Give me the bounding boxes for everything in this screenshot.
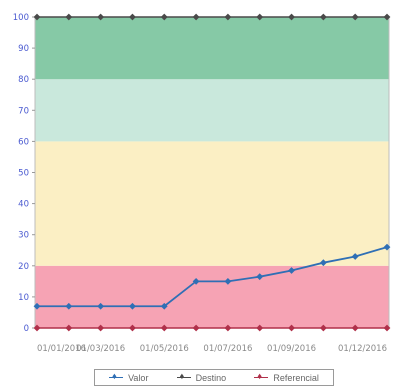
data-point bbox=[160, 13, 168, 21]
data-point bbox=[256, 324, 264, 332]
data-point bbox=[288, 324, 295, 332]
x-tick-label: 01/12/2016 bbox=[338, 344, 387, 354]
band-3 bbox=[35, 17, 389, 80]
legend-swatch-valor bbox=[109, 371, 124, 381]
legend-item-valor: Valor bbox=[109, 371, 149, 383]
legend-label-valor: Valor bbox=[128, 372, 149, 383]
data-point bbox=[383, 324, 391, 332]
data-point bbox=[319, 13, 327, 21]
data-point bbox=[319, 324, 327, 332]
data-point bbox=[224, 13, 232, 21]
legend-swatch-referencial bbox=[254, 371, 269, 381]
y-axis: 0 10 20 30 40 50 60 70 80 90 100 bbox=[13, 13, 35, 334]
data-point bbox=[65, 302, 73, 310]
band-2 bbox=[35, 79, 389, 142]
data-point bbox=[319, 259, 327, 267]
data-point bbox=[97, 302, 105, 310]
series-line-valor bbox=[37, 246, 388, 308]
legend-item-referencial: Referencial bbox=[254, 371, 319, 383]
y-tick-label: 0 bbox=[24, 324, 29, 334]
y-tick-label: 20 bbox=[18, 262, 29, 272]
x-tick-label: 01/07/2016 bbox=[203, 344, 252, 354]
data-point bbox=[192, 324, 200, 332]
y-tick-label: 100 bbox=[13, 13, 29, 23]
data-point bbox=[383, 243, 391, 251]
data-point bbox=[192, 277, 200, 285]
band-1 bbox=[35, 141, 389, 266]
x-tick-label: 01/05/2016 bbox=[140, 344, 189, 354]
data-point bbox=[97, 13, 105, 21]
y-tick-label: 80 bbox=[18, 75, 29, 85]
data-point bbox=[129, 302, 136, 310]
data-point bbox=[224, 324, 232, 332]
y-tick-label: 50 bbox=[18, 169, 29, 179]
data-point bbox=[351, 324, 359, 332]
data-point bbox=[129, 13, 136, 21]
y-tick-label: 40 bbox=[18, 200, 29, 210]
data-point bbox=[192, 13, 200, 21]
x-tick-label: 01/03/2016 bbox=[76, 344, 125, 354]
data-point bbox=[383, 13, 391, 21]
legend-item-destino: Destino bbox=[176, 371, 227, 383]
legend-label-destino: Destino bbox=[195, 372, 227, 383]
data-point bbox=[256, 13, 264, 21]
data-point bbox=[97, 324, 105, 332]
legend-label-referencial: Referencial bbox=[273, 372, 319, 383]
y-tick-label: 10 bbox=[18, 293, 29, 303]
legend: Valor Destino Referencial bbox=[94, 369, 334, 386]
data-point bbox=[160, 324, 168, 332]
y-tick-label: 60 bbox=[18, 137, 29, 147]
data-point bbox=[33, 324, 41, 332]
series-layer bbox=[33, 13, 391, 332]
data-point bbox=[256, 273, 264, 281]
background-bands bbox=[34, 16, 390, 329]
data-point bbox=[351, 253, 359, 260]
data-point bbox=[288, 13, 295, 21]
data-point bbox=[65, 324, 73, 332]
data-point bbox=[65, 13, 73, 21]
y-tick-label: 70 bbox=[18, 106, 29, 116]
data-point bbox=[129, 324, 136, 332]
data-point bbox=[33, 13, 41, 21]
legend-swatch-destino bbox=[176, 371, 191, 381]
data-point bbox=[160, 302, 168, 310]
band-0 bbox=[35, 265, 389, 328]
data-point bbox=[33, 302, 41, 310]
data-point bbox=[224, 277, 232, 285]
data-point bbox=[351, 13, 359, 21]
y-tick-label: 30 bbox=[18, 231, 29, 241]
data-point bbox=[288, 267, 295, 274]
y-tick-label: 90 bbox=[18, 44, 29, 54]
x-tick-label: 01/01/2016 bbox=[37, 344, 86, 354]
x-tick-label: 01/09/2016 bbox=[267, 344, 316, 354]
